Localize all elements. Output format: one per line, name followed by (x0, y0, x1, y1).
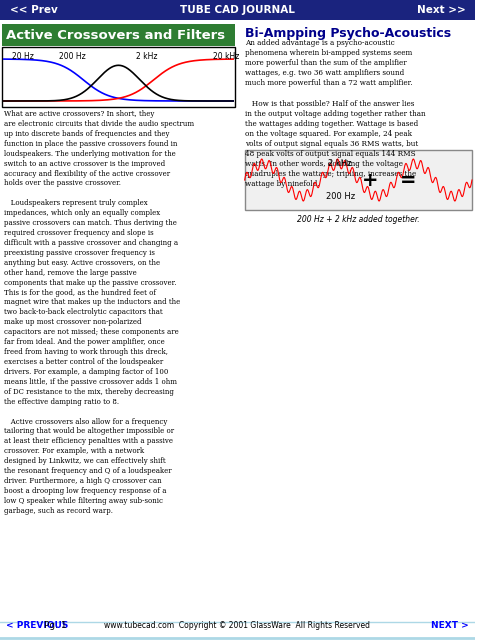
Text: Bi-Ampping Psycho-Acoustics: Bi-Ampping Psycho-Acoustics (245, 27, 451, 40)
Text: An added advantage is a psycho-acoustic
phenomena wherein bi-ampped systems seem: An added advantage is a psycho-acoustic … (245, 39, 425, 188)
FancyBboxPatch shape (245, 150, 472, 210)
Text: Pg. 1: Pg. 1 (44, 621, 67, 630)
FancyBboxPatch shape (2, 24, 235, 46)
Text: NEXT >: NEXT > (431, 621, 469, 630)
Text: 20 Hz: 20 Hz (11, 52, 33, 61)
Text: < PREVIOUS: < PREVIOUS (6, 621, 68, 630)
Text: 20 kHz: 20 kHz (213, 52, 240, 61)
Text: 2 kHz: 2 kHz (328, 159, 352, 168)
Text: << Prev: << Prev (9, 5, 57, 15)
FancyBboxPatch shape (0, 0, 475, 20)
Text: TUBE CAD JOURNAL: TUBE CAD JOURNAL (180, 5, 295, 15)
Text: 200 Hz + 2 kHz added together.: 200 Hz + 2 kHz added together. (297, 215, 420, 224)
Text: Next >>: Next >> (416, 5, 465, 15)
Text: 200 Hz: 200 Hz (326, 192, 355, 202)
Text: 2 kHz: 2 kHz (136, 52, 158, 61)
Text: What are active crossovers? In short, they
are electronic circuits that divide t: What are active crossovers? In short, th… (4, 110, 194, 515)
Text: =: = (400, 170, 417, 189)
Text: www.tubecad.com  Copyright © 2001 GlassWare  All Rights Reserved: www.tubecad.com Copyright © 2001 GlassWa… (104, 621, 370, 630)
Text: +: + (361, 170, 378, 189)
FancyBboxPatch shape (2, 47, 235, 107)
Text: Active Crossovers and Filters: Active Crossovers and Filters (6, 29, 225, 42)
Text: 200 Hz: 200 Hz (59, 52, 86, 61)
